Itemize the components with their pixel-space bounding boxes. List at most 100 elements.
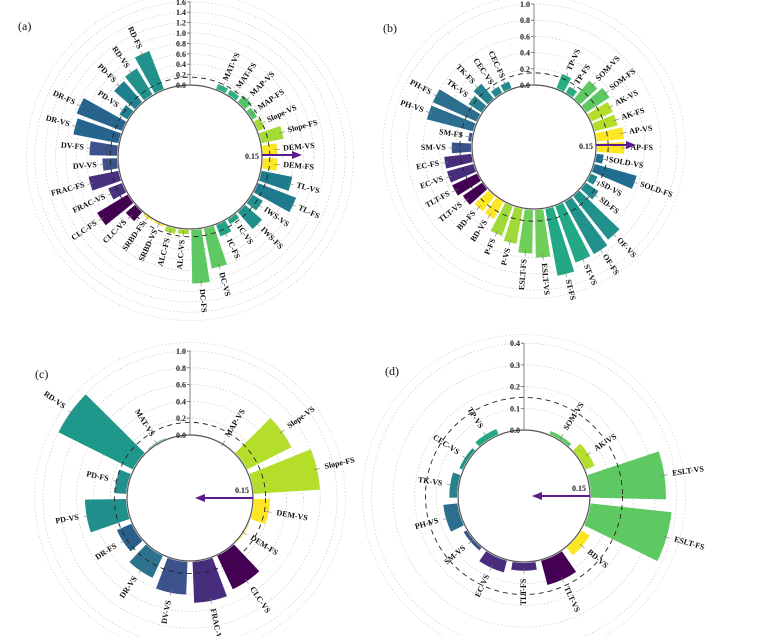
error-bar xyxy=(613,118,619,122)
grid-ring xyxy=(65,32,315,282)
category-label: DR-FS xyxy=(94,541,119,562)
error-bar xyxy=(631,181,638,184)
bar-AP-FS xyxy=(596,141,625,154)
category-label: TLT-FS xyxy=(424,189,452,210)
bar-Slope-FS xyxy=(259,125,284,144)
bar-DV-VS xyxy=(156,557,188,595)
category-label: SM-VS xyxy=(421,143,447,152)
error-bar xyxy=(611,232,617,238)
bar-EC-VS xyxy=(479,551,507,573)
baseline-circle xyxy=(471,84,597,210)
tick-label: 0.2 xyxy=(510,383,520,392)
bar-TLT-VS xyxy=(541,551,577,585)
error-bar xyxy=(465,136,472,138)
category-label: ST-FS xyxy=(564,278,578,301)
grid-ring xyxy=(26,0,354,321)
panel-a: MAT-VSMAT-FSMAP-VSMAP-FSSlope-VSSlope-FS… xyxy=(18,0,354,321)
category-label: DC-FS xyxy=(198,289,209,314)
bar-OF-VS xyxy=(573,190,620,240)
bar-BD-VS xyxy=(566,530,590,556)
tick-label: 0.4 xyxy=(510,339,520,348)
grid-ring xyxy=(370,342,678,636)
category-label: PD-VS xyxy=(55,512,80,525)
category-label: TLT-VS xyxy=(562,585,582,614)
threshold-label: 0.15 xyxy=(245,152,259,161)
error-bar xyxy=(468,539,474,545)
error-bar xyxy=(598,247,603,253)
error-bar xyxy=(99,164,106,166)
bar-TP-VS xyxy=(556,73,572,92)
category-label: EC-FS xyxy=(415,159,440,172)
error-bar xyxy=(98,217,104,222)
bar-PD-FS xyxy=(114,81,143,110)
bar-AK-FS xyxy=(592,114,618,132)
error-bar xyxy=(221,440,226,447)
category-label: ESLT-VS xyxy=(540,263,552,296)
error-bar xyxy=(452,188,458,193)
category-label: IWS-FS xyxy=(259,225,285,251)
error-bar xyxy=(663,536,670,539)
category-label: P-FS xyxy=(482,236,497,256)
bar-ST-FS xyxy=(545,206,575,276)
error-bar xyxy=(182,230,184,237)
tick-label: 0.2 xyxy=(176,71,186,80)
error-bar xyxy=(209,597,212,604)
error-bar xyxy=(279,429,285,434)
category-label: BD-VS xyxy=(469,218,490,244)
threshold-label: 0.15 xyxy=(235,486,249,495)
error-bar xyxy=(68,410,74,415)
bar-DC-FS xyxy=(191,229,210,284)
error-bar xyxy=(476,205,481,211)
tick-label: 0.8 xyxy=(176,39,186,48)
bar-SOLD-FS xyxy=(591,163,637,189)
bar-DR-FS xyxy=(76,98,127,131)
threshold-label: 0.15 xyxy=(579,142,593,151)
grid-ring xyxy=(34,1,346,313)
error-bar xyxy=(72,125,79,128)
error-bar xyxy=(469,97,475,102)
error-bar xyxy=(200,280,202,287)
bar-DEM-VS xyxy=(262,143,278,156)
tick-label: 0.3 xyxy=(510,361,520,370)
tick-label: 0.2 xyxy=(520,65,530,74)
tick-label: 0.6 xyxy=(176,50,186,59)
bar-EC-VS xyxy=(446,163,477,183)
bar-IWS-VS xyxy=(246,194,263,211)
error-bar xyxy=(463,198,469,203)
category-label: EC-VS xyxy=(473,572,491,598)
category-label: BD-VS xyxy=(586,547,610,570)
grid-ring xyxy=(93,401,287,595)
tick-label: 0.6 xyxy=(520,32,530,41)
error-bar xyxy=(77,104,83,108)
category-label: TL-VS xyxy=(295,181,321,196)
bar-RD-VS xyxy=(125,68,153,101)
bar-DV-VS xyxy=(102,158,118,171)
error-bar xyxy=(591,82,596,87)
error-bar xyxy=(290,203,296,207)
category-label: MAT-VS xyxy=(133,407,157,438)
error-bar xyxy=(256,203,263,208)
category-label: AP-VS xyxy=(628,123,653,136)
bar-PH-FS xyxy=(432,89,481,122)
category-label: DV-VS xyxy=(73,160,98,171)
category-label: ESLT-FS xyxy=(673,535,706,552)
category-label: CLC-FS xyxy=(70,218,99,242)
tick-label: 0.8 xyxy=(520,16,530,25)
error-bar xyxy=(620,132,627,134)
category-label: ST-VS xyxy=(582,263,599,287)
arrow-head-icon xyxy=(532,492,542,500)
bar-AK-VS xyxy=(587,102,613,122)
error-bar xyxy=(443,517,449,520)
category-label: FRAC-FS xyxy=(50,180,86,198)
grid-ring xyxy=(34,342,346,636)
bar-AP-VS xyxy=(595,127,624,142)
error-bar xyxy=(483,432,488,438)
tick-label: 0.0 xyxy=(520,81,530,90)
category-label: CEC-VS xyxy=(431,433,461,457)
category-label: DV-FS xyxy=(61,141,85,152)
category-label: DEM-VS xyxy=(276,508,309,522)
grid-ring xyxy=(382,0,686,299)
category-label: DR-VS xyxy=(118,574,140,600)
category-label: PH-VS xyxy=(399,98,425,114)
error-bar xyxy=(581,256,585,263)
